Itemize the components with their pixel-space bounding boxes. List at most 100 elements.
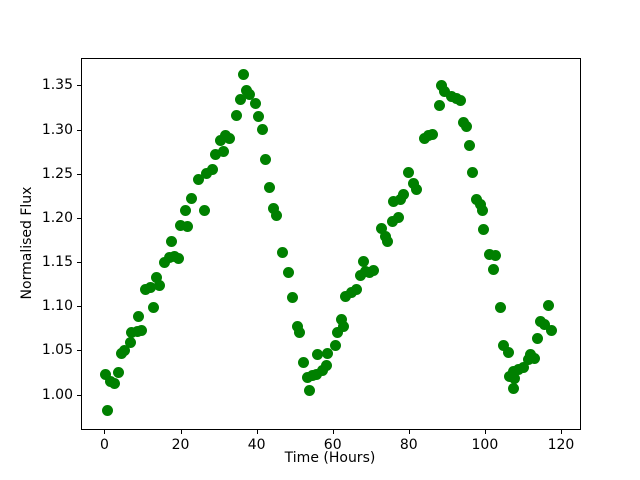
data-point [397,189,409,201]
y-tick [77,173,81,175]
data-point [291,321,303,333]
data-point [483,248,495,260]
x-tick [180,430,182,434]
y-tick [77,306,81,308]
x-axis-label: Time (Hours) [284,450,376,466]
y-tick-label: 1.25 [41,165,73,182]
data-point [230,110,242,121]
data-point [237,68,249,80]
data-point [528,352,540,364]
data-point [179,204,191,216]
x-tick-label: 120 [547,437,575,453]
data-point [132,311,144,323]
data-point [200,168,212,180]
data-point [271,209,283,221]
data-point [113,366,125,378]
data-point [218,146,230,158]
data-point [286,291,298,303]
data-point [100,368,112,380]
data-point [172,253,184,265]
data-point [215,134,227,146]
data-point [256,124,268,136]
data-point [386,215,398,227]
data-point [350,283,362,295]
data-point [497,339,509,351]
data-point [282,267,294,279]
x-tick-label: 100 [471,437,499,453]
data-point [532,332,544,344]
data-point [175,219,187,231]
data-point [249,97,261,109]
data-point [489,249,501,261]
y-tick [77,262,81,264]
data-point [243,88,255,100]
data-point [259,154,271,166]
data-point [166,236,178,248]
data-point [304,384,316,396]
data-point [381,236,393,248]
data-point [375,223,387,235]
y-tick [77,350,81,352]
y-tick-label: 1.10 [41,298,73,315]
y-tick-label: 1.20 [41,209,73,226]
data-point [109,377,121,389]
y-tick [77,129,81,131]
data-point [358,255,370,267]
data-point [545,324,557,336]
data-point [455,95,467,106]
y-tick [77,394,81,396]
data-point [393,211,405,223]
data-point [186,193,198,205]
x-tick [484,430,486,434]
data-point [460,121,472,133]
data-point [268,202,280,214]
x-tick-label: 60 [323,437,342,453]
x-tick-label: 80 [399,437,418,453]
data-point [151,271,163,283]
y-tick [77,85,81,87]
y-tick-label: 1.05 [41,342,73,359]
data-point [436,79,448,91]
y-tick-label: 1.30 [41,121,73,138]
data-point [368,264,380,276]
data-point [154,280,166,292]
data-point [477,223,489,235]
x-tick [332,430,334,434]
data-point [294,327,306,339]
data-point [210,148,222,160]
x-tick [104,430,106,434]
data-point [502,346,514,358]
data-point [339,291,351,303]
data-point [542,299,554,311]
data-point [298,357,310,369]
data-point [433,100,445,112]
data-point [311,368,323,380]
data-point [253,110,265,122]
data-point [403,167,415,179]
data-point [467,166,479,178]
data-point [337,321,349,333]
data-point [148,301,160,313]
data-point [316,365,328,377]
x-tick [560,430,562,434]
data-point [198,205,210,217]
y-tick-label: 1.35 [41,77,73,94]
data-point [495,301,507,313]
data-point [507,382,519,394]
data-point [125,327,137,339]
x-tick [256,430,258,434]
y-tick [77,217,81,219]
y-axis-label: Normalised Flux [19,186,35,300]
data-point [206,163,218,175]
data-point [192,173,204,185]
data-point [224,132,236,144]
y-tick-label: 1.15 [41,254,73,271]
data-point [426,129,438,141]
data-point [329,340,341,352]
data-point [509,373,521,385]
data-point [474,199,486,211]
data-point [264,181,276,193]
data-point [517,361,529,373]
data-point [408,178,420,189]
